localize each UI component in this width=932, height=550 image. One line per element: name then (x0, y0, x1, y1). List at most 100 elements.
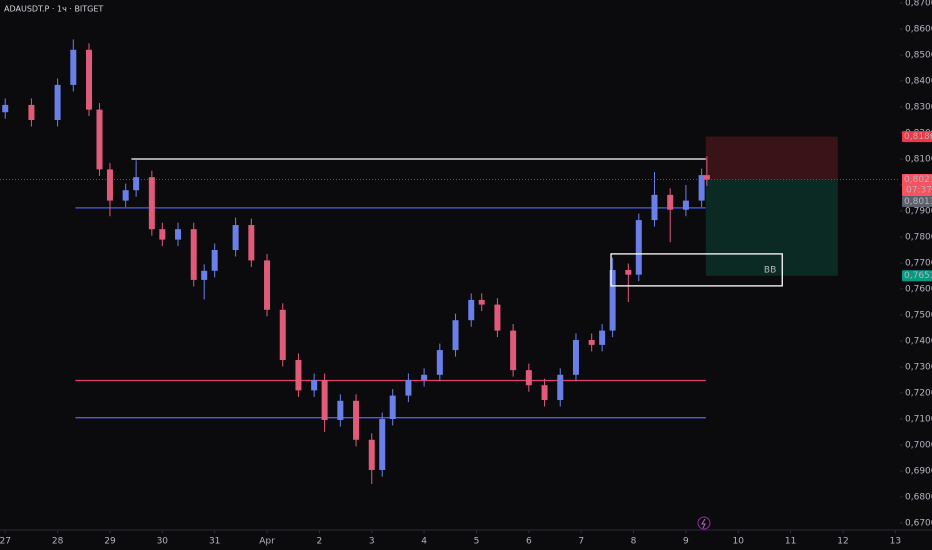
price-label: 0,7651 (904, 271, 932, 281)
x-tick-label: 8 (631, 537, 637, 547)
x-tick-label: 29 (104, 537, 116, 547)
candle-body (190, 229, 197, 280)
candle-body (389, 395, 396, 419)
candle-body (279, 309, 286, 360)
candle-body (703, 175, 710, 180)
candle-body (572, 339, 579, 375)
candle-body (2, 104, 9, 113)
candle-body (148, 177, 155, 230)
x-tick-label: 10 (733, 537, 745, 547)
candle-body (525, 370, 532, 386)
candle-body (625, 270, 632, 275)
candle-body (468, 299, 475, 321)
x-tick-label: 5 (474, 537, 480, 547)
candle-body (494, 304, 501, 331)
position-zone (705, 179, 838, 276)
candle-body (86, 49, 93, 110)
candle-body (368, 439, 375, 470)
candle-body (337, 400, 344, 421)
candle-body (682, 200, 689, 210)
x-tick-label: 7 (578, 537, 584, 547)
alert-icon[interactable] (697, 516, 711, 530)
candle-body (248, 225, 255, 261)
candle-body (175, 229, 182, 240)
x-tick-label: Apr (259, 537, 275, 547)
price-label: 0,8013 (904, 197, 932, 207)
candle-body (557, 374, 564, 401)
x-tick-label: 9 (683, 537, 689, 547)
candle-body (133, 177, 140, 191)
bb-label: BB (764, 265, 776, 275)
candle-body (667, 194, 674, 210)
x-tick-label: 13 (890, 537, 901, 547)
candle-body (541, 385, 548, 401)
candle-body (106, 169, 113, 201)
candle-body (510, 330, 517, 371)
candle-body (478, 299, 485, 305)
candle-body (353, 400, 360, 440)
candle-body (635, 220, 642, 275)
candle-body (54, 84, 61, 120)
candle-body (264, 260, 271, 310)
candle-body (698, 175, 705, 201)
candle-body (599, 330, 606, 345)
candle-body (159, 229, 166, 240)
x-tick-label: 2 (317, 537, 323, 547)
x-tick-label: 31 (209, 537, 220, 547)
candle-body (28, 104, 35, 120)
candle-body (295, 359, 302, 391)
price-label-bg (902, 196, 932, 208)
x-tick-label: 12 (837, 537, 848, 547)
x-tick-label: 11 (785, 537, 796, 547)
x-tick-label: 4 (421, 537, 427, 547)
x-tick-label: 3 (369, 537, 375, 547)
candle-body (321, 380, 328, 421)
x-tick-label: 27 (0, 537, 11, 547)
position-zone (705, 136, 838, 180)
x-tick-label: 28 (52, 537, 64, 547)
candle-body (379, 419, 386, 470)
y-tick-label: 0,8700 (905, 0, 932, 9)
candle-body (588, 339, 595, 345)
candle-body (421, 374, 428, 380)
candle-body (201, 270, 208, 280)
price-label-bg (902, 174, 932, 197)
price-label-bg (902, 270, 932, 282)
candle-body (211, 250, 218, 271)
price-countdown: 07:37 (906, 186, 932, 196)
price-label-bg (902, 131, 932, 143)
bb-box (610, 253, 783, 287)
price-label: 0,8186 (904, 132, 932, 142)
candle-body (609, 270, 616, 331)
x-tick-label: 6 (526, 537, 532, 547)
x-tick-label: 30 (157, 537, 169, 547)
price-label: 0,8021 (904, 175, 932, 185)
chart-title: ADAUSDT.P · 1ч · BITGET (4, 5, 103, 14)
candle-body (436, 350, 443, 375)
candle-body (232, 225, 239, 250)
candle-body (651, 194, 658, 221)
candle-body (405, 380, 412, 396)
candle-body (311, 380, 318, 391)
candle-body (70, 49, 77, 85)
candle-body (452, 320, 459, 351)
alert-icon-bolt (701, 518, 706, 529)
